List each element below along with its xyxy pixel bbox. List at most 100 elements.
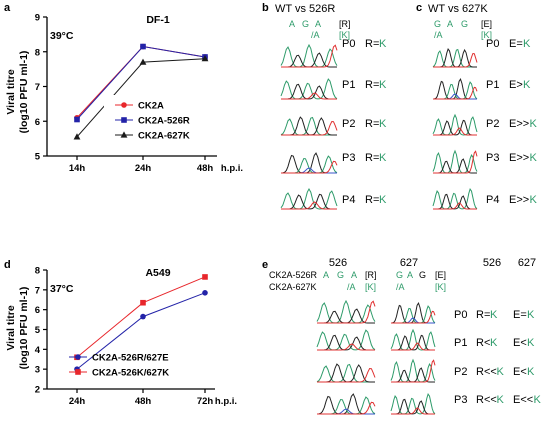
ratio-k: K <box>527 309 535 321</box>
passage-label: P1 <box>486 79 499 91</box>
x-unit-label: h.p.i. <box>221 163 243 174</box>
chromatogram-trace <box>390 358 436 383</box>
nucleotide: A <box>289 19 295 29</box>
panel-title: WT vs 627K <box>428 3 488 15</box>
passage-label: P2 <box>486 118 499 130</box>
passage-label: P3 <box>454 394 467 406</box>
ratio-k: K <box>530 194 538 206</box>
svg-text:(log10 PFU ml-1): (log10 PFU ml-1) <box>18 51 30 134</box>
ratio-k: K <box>379 79 387 91</box>
codon: [K] <box>435 282 446 292</box>
passage-label: P0 <box>486 38 499 50</box>
chromatogram-trace <box>391 407 435 415</box>
data-point <box>140 299 146 306</box>
column-header-627: 627 <box>400 257 418 269</box>
data-point <box>73 133 81 140</box>
panel-label-a: a <box>4 2 11 14</box>
svg-text:Viral titre: Viral titre <box>5 305 17 350</box>
ratio-label: R= <box>365 194 379 206</box>
y-tick-label: 7 <box>35 82 40 93</box>
column-header-526: 526 <box>329 257 347 269</box>
ratio-k: K <box>379 152 387 164</box>
chromatogram-trace <box>433 202 477 210</box>
ratio-k: K <box>530 118 538 130</box>
legend-label: CK2A-526K/627K <box>92 368 169 379</box>
chromatogram-trace <box>390 392 436 415</box>
nucleotide: G <box>419 270 426 280</box>
ratio-label: R= <box>365 38 379 50</box>
temperature-label: 37°C <box>50 283 74 295</box>
passage-label: P3 <box>342 152 355 164</box>
ratio-k: K <box>527 366 535 378</box>
chromatogram-trace <box>433 127 477 136</box>
nucleotide: G <box>461 19 468 29</box>
chromatogram-trace <box>432 149 478 174</box>
data-point <box>74 116 80 123</box>
passage-label: P2 <box>454 366 467 378</box>
passage-label: P0 <box>342 38 355 50</box>
codon: [E] <box>435 270 446 280</box>
ratio-label: R<< <box>476 366 497 378</box>
y-tick-label: 5 <box>35 152 41 163</box>
y-tick-label: 8 <box>35 47 40 58</box>
chromatogram-trace <box>281 160 338 174</box>
nucleotide: A <box>447 19 453 29</box>
ratio-k: K <box>379 194 387 206</box>
chromatogram-trace <box>317 401 376 415</box>
legend-marker <box>120 131 128 138</box>
strain-label: CK2A-526R <box>269 270 318 280</box>
ratio-label: E< <box>513 366 527 378</box>
chromatogram-trace <box>280 187 338 210</box>
codon: [K] <box>365 282 376 292</box>
chromatogram-trace <box>316 329 376 351</box>
chromatogram-trace <box>280 43 338 68</box>
ratio-k: K <box>530 152 538 164</box>
chromatogram-trace <box>281 120 338 136</box>
y-tick-label: 8 <box>35 266 40 277</box>
panel-label-e: e <box>262 259 268 271</box>
nucleotide: A <box>351 270 357 280</box>
y-axis-label: Viral titre (log10 PFU ml-1) <box>5 287 30 370</box>
y-tick-label: 6 <box>35 305 40 316</box>
panel-label-d: d <box>4 259 11 271</box>
nucleotide-variant: /A <box>311 30 320 40</box>
ratio-k: K <box>497 366 505 378</box>
legend-label: CK2A-627K <box>138 131 190 142</box>
ratio-label: R= <box>365 118 379 130</box>
ratio-k: K <box>379 38 387 50</box>
panel-title: WT vs 526R <box>275 3 335 15</box>
result-header-627: 627 <box>518 257 536 269</box>
legend-marker <box>75 369 81 375</box>
nucleotide: A <box>323 270 329 280</box>
ratio-label: R= <box>365 152 379 164</box>
nucleotide: G <box>302 19 309 29</box>
svg-text:Viral titre: Viral titre <box>5 69 17 114</box>
x-tick-label: 72h <box>197 396 214 407</box>
chromatogram-trace <box>281 44 338 68</box>
nucleotide: G <box>396 270 403 280</box>
ratio-label: E> <box>509 79 523 91</box>
nucleotide-variant: /A <box>434 30 443 40</box>
nucleotide-variant: /A <box>347 282 356 292</box>
x-tick-label: 24h <box>69 396 86 407</box>
nucleotide: A <box>407 270 413 280</box>
chromatogram-trace <box>316 299 376 324</box>
passage-label: P1 <box>342 79 355 91</box>
chromatogram-trace <box>432 187 478 210</box>
chart-title: DF-1 <box>146 14 169 26</box>
passage-label: P4 <box>486 194 499 206</box>
legend-marker <box>121 117 127 123</box>
chart-a549: A549 37°C Viral titre (log10 PFU ml-1) 2… <box>5 266 237 408</box>
chromatogram-trace <box>433 86 478 100</box>
chromatogram-trace <box>281 201 337 210</box>
result-header-526: 526 <box>483 257 501 269</box>
chromatogram-trace <box>433 150 478 174</box>
data-point <box>140 313 146 320</box>
svg-text:(log10 PFU ml-1): (log10 PFU ml-1) <box>18 287 30 370</box>
codon: [K] <box>481 30 492 40</box>
codon: [R] <box>365 270 377 280</box>
legend-marker <box>75 354 81 360</box>
x-tick-label: 24h <box>135 163 152 174</box>
x-unit-label: h.p.i. <box>215 396 237 407</box>
